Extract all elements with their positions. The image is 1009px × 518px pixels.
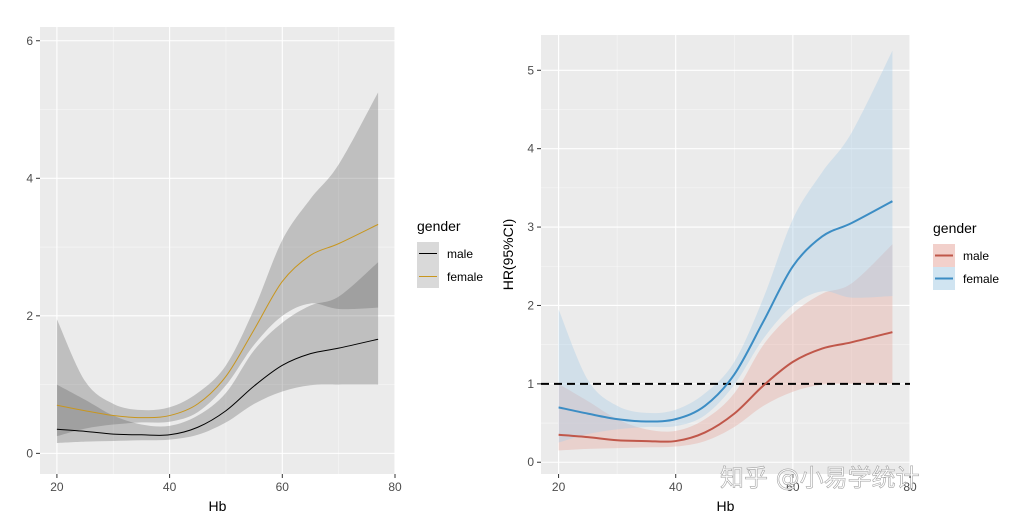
y-tick-label: 2 (26, 309, 33, 323)
legend-title: gender (417, 218, 461, 234)
legend-label-female: female (447, 270, 483, 284)
legend-title: gender (933, 220, 977, 236)
legend-label-male: male (447, 247, 473, 261)
x-tick-label: 60 (276, 480, 290, 494)
legend-label-male: male (963, 249, 989, 263)
line-male (56, 338, 379, 436)
ci-ribbon-female (558, 50, 893, 443)
y-tick-label: 4 (26, 171, 33, 185)
y-tick-label: 4 (527, 142, 534, 156)
y-tick-label: 6 (26, 34, 33, 48)
y-tick-label: 2 (527, 298, 534, 312)
left-chart-panel: 20 40 60 80 0 2 4 6 Hb gender male female (26, 27, 483, 514)
legend-label-female: female (963, 272, 999, 286)
plot-background (541, 35, 910, 474)
y-tick-label: 5 (527, 63, 534, 77)
line-female (56, 223, 379, 419)
line-male (558, 331, 893, 443)
x-axis-title: Hb (209, 498, 227, 514)
x-axis-title: Hb (717, 498, 735, 514)
x-tick-label: 80 (903, 480, 917, 494)
y-tick-label: 0 (26, 446, 33, 460)
plot-background (40, 27, 395, 474)
ci-ribbon-female (56, 92, 379, 437)
x-tick-label: 80 (388, 480, 402, 494)
watermark: 知乎 @小易学统计 (720, 464, 920, 492)
y-tick-label: 0 (527, 455, 534, 469)
x-tick-label: 40 (669, 480, 683, 494)
x-tick-label: 20 (552, 480, 566, 494)
y-tick-label: 3 (527, 220, 534, 234)
x-tick-label: 20 (50, 480, 64, 494)
x-tick-label: 40 (163, 480, 177, 494)
line-female (558, 200, 893, 423)
x-tick-label: 60 (786, 480, 800, 494)
y-axis-title: HR(95%CI) (500, 219, 516, 291)
y-tick-label: 1 (527, 377, 534, 391)
right-chart-panel: 20 40 60 80 0 1 2 3 4 5 Hb HR(95%CI) gender male femal… (500, 35, 999, 514)
